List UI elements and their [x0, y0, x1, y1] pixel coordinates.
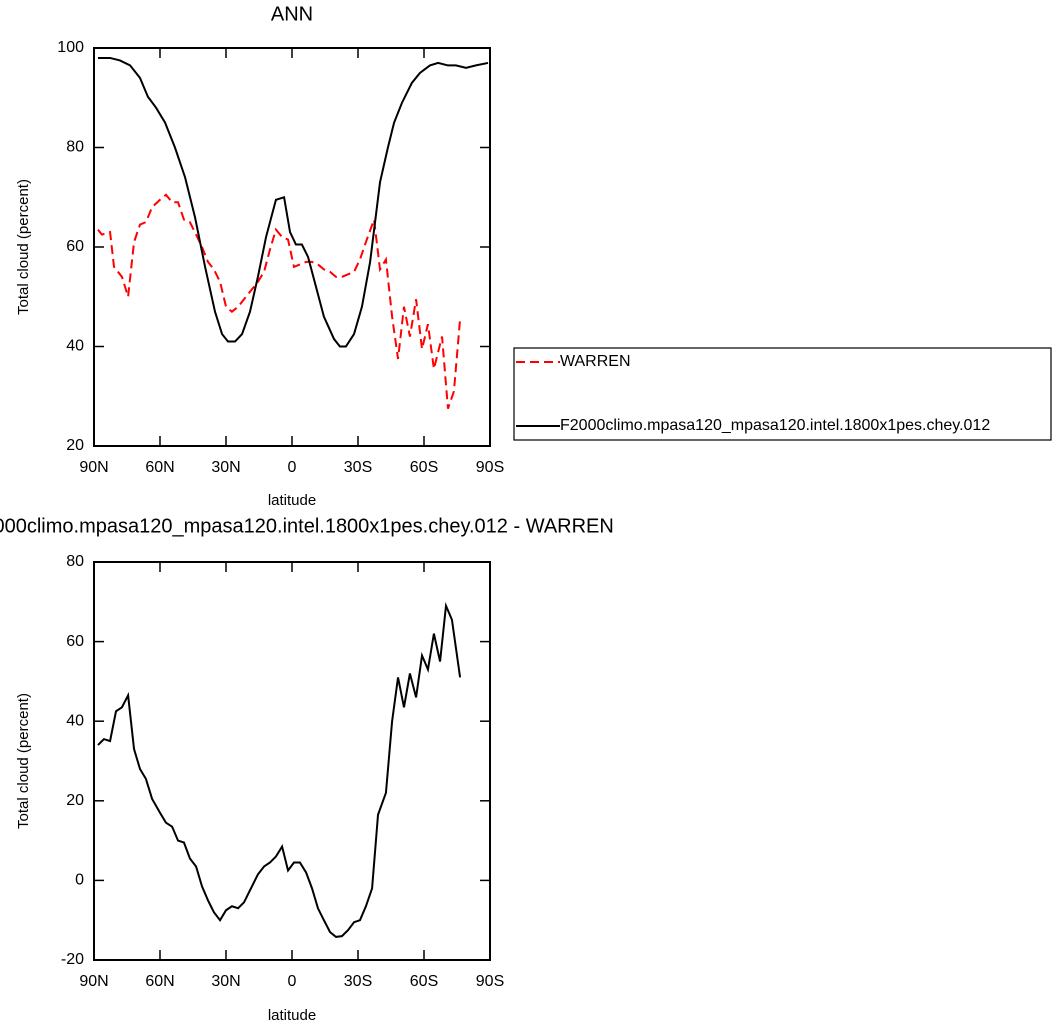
x-tick-label: 90S: [476, 459, 504, 476]
y-tick-label: -20: [61, 951, 84, 968]
legend-box: [513, 347, 1052, 441]
y-axis-label: Total cloud (percent): [15, 693, 32, 829]
y-tick-label: 60: [66, 238, 84, 255]
x-tick-label: 0: [288, 459, 297, 476]
x-tick-label: 60S: [410, 459, 438, 476]
y-tick-label: 80: [66, 139, 84, 156]
x-tick-label: 90N: [79, 973, 108, 990]
x-tick-label: 60S: [410, 973, 438, 990]
y-tick-label: 0: [75, 872, 84, 889]
chart-title: F2000climo.mpasa120_mpasa120.intel.1800x…: [0, 515, 614, 537]
y-tick-label: 40: [66, 712, 84, 729]
data-line: [97, 56, 489, 348]
x-tick-label: 60N: [145, 459, 174, 476]
x-axis-label: latitude: [268, 1007, 316, 1024]
x-tick-label: 90N: [79, 459, 108, 476]
x-tick-label: 60N: [145, 973, 174, 990]
x-tick-label: 30S: [344, 459, 372, 476]
plot-frame: [93, 47, 491, 447]
y-tick-label: 100: [57, 39, 84, 56]
x-axis-label: latitude: [268, 492, 316, 509]
data-line: [97, 601, 462, 938]
x-tick-label: 30N: [211, 459, 240, 476]
x-tick-label: 30S: [344, 973, 372, 990]
y-tick-label: 40: [66, 338, 84, 355]
legend-label: WARREN: [560, 353, 631, 370]
y-tick-label: 80: [66, 553, 84, 570]
x-tick-label: 30N: [211, 973, 240, 990]
x-tick-label: 0: [288, 973, 297, 990]
x-tick-label: 90S: [476, 973, 504, 990]
y-tick-label: 60: [66, 633, 84, 650]
chart-title: ANN: [271, 3, 313, 25]
legend-label: F2000climo.mpasa120_mpasa120.intel.1800x…: [560, 417, 990, 434]
y-tick-label: 20: [66, 792, 84, 809]
plot-frame: [93, 561, 491, 961]
y-axis-label: Total cloud (percent): [15, 179, 32, 315]
y-tick-label: 20: [66, 437, 84, 454]
data-line: [97, 193, 462, 410]
